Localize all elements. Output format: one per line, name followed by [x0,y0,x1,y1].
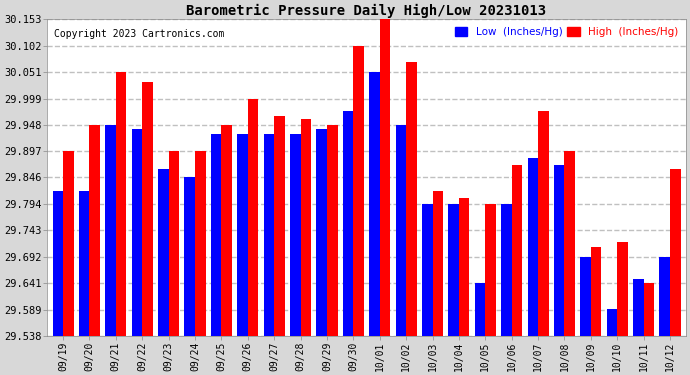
Title: Barometric Pressure Daily High/Low 20231013: Barometric Pressure Daily High/Low 20231… [186,4,546,18]
Bar [433,191,443,336]
Bar [580,256,591,336]
Bar [607,309,618,336]
Bar [422,204,433,336]
Bar [168,151,179,336]
Bar [485,204,496,336]
Bar [380,20,391,336]
Bar [618,242,628,336]
Bar [644,283,654,336]
Bar [591,248,602,336]
Bar [633,279,644,336]
Bar [237,134,248,336]
Bar [327,125,337,336]
Bar [52,191,63,336]
Bar [538,111,549,336]
Bar [132,129,142,336]
Bar [106,125,116,336]
Bar [317,129,327,336]
Bar [290,134,301,336]
Text: Copyright 2023 Cartronics.com: Copyright 2023 Cartronics.com [54,29,224,39]
Bar [184,177,195,336]
Bar [195,151,206,336]
Bar [343,111,353,336]
Bar [554,165,564,336]
Bar [353,46,364,336]
Legend: Low  (Inches/Hg), High  (Inches/Hg): Low (Inches/Hg), High (Inches/Hg) [453,25,680,39]
Bar [660,256,670,336]
Bar [211,134,221,336]
Bar [501,204,512,336]
Bar [264,134,274,336]
Bar [564,151,575,336]
Bar [448,204,459,336]
Bar [459,198,469,336]
Bar [395,125,406,336]
Bar [475,283,485,336]
Bar [274,116,285,336]
Bar [512,165,522,336]
Bar [79,191,90,336]
Bar [406,62,417,336]
Bar [158,169,168,336]
Bar [369,72,380,336]
Bar [301,119,311,336]
Bar [527,158,538,336]
Bar [90,125,100,336]
Bar [142,82,152,336]
Bar [221,125,232,336]
Bar [116,72,126,336]
Bar [248,99,258,336]
Bar [670,169,680,336]
Bar [63,151,74,336]
